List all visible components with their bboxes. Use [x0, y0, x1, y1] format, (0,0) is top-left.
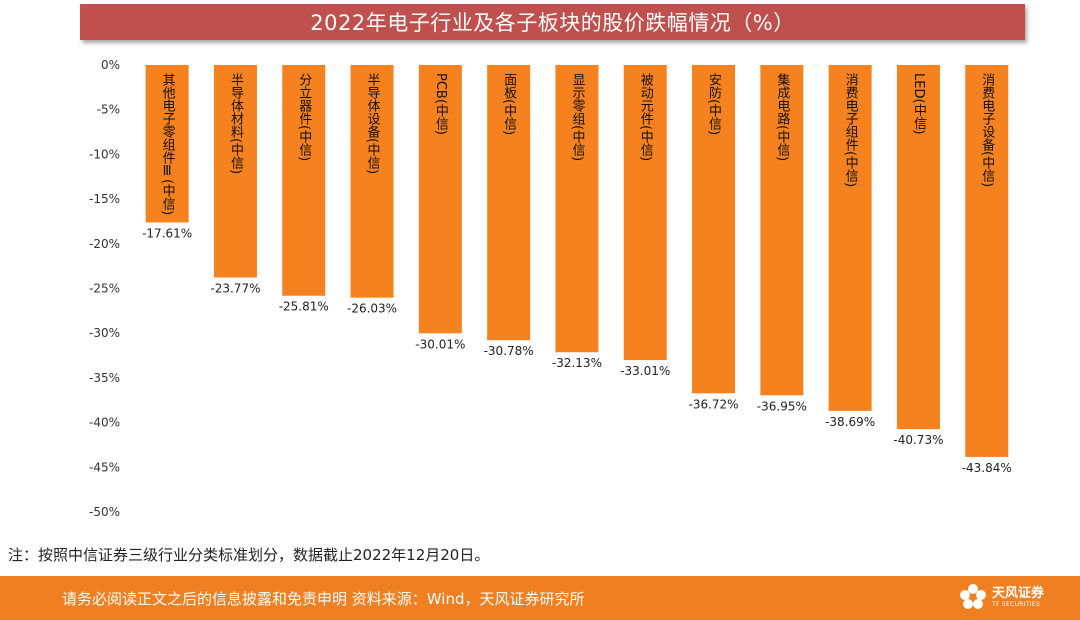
chart-title: 2022年电子行业及各子板块的股价跌幅情况（%）: [310, 11, 795, 35]
category-label: 面板(中信): [501, 73, 517, 135]
bar: [828, 65, 872, 411]
category-label: 集成电路(中信): [774, 72, 790, 161]
bar: [487, 65, 531, 341]
data-label: -23.77%: [210, 282, 260, 296]
category-label: 半导体设备(中信): [365, 73, 381, 174]
y-tick-label: -45%: [89, 460, 120, 474]
tf-flower-logo-icon: [959, 584, 986, 609]
data-label: -30.78%: [484, 344, 534, 358]
chart-title-bar: 2022年电子行业及各子板块的股价跌幅情况（%）: [80, 4, 1025, 40]
y-tick-label: -30%: [89, 326, 120, 340]
y-tick-label: -10%: [89, 147, 120, 161]
bar: [418, 65, 462, 334]
category-label: 半导体材料(中信): [228, 73, 244, 174]
bar: [213, 65, 257, 278]
data-label: -32.13%: [552, 356, 602, 370]
bar: [692, 65, 736, 394]
data-label: -40.73%: [893, 433, 943, 447]
data-label: -36.72%: [689, 397, 739, 411]
y-tick-label: -15%: [89, 192, 120, 206]
company-logo: 天风证券 TF SECURITIES: [958, 582, 1044, 612]
category-label: PCB(中信): [433, 73, 449, 135]
bar: [555, 65, 599, 353]
y-tick-label: -40%: [89, 416, 120, 430]
logo-english-name: TF SECURITIES: [991, 600, 1041, 608]
y-tick-label: -50%: [89, 505, 120, 519]
y-tick-label: -5%: [97, 103, 120, 117]
footnote: 注：按照中信证券三级行业分类标准划分，数据截止2022年12月20日。: [8, 546, 490, 564]
y-tick-label: -25%: [89, 282, 120, 296]
data-label: -30.01%: [415, 337, 465, 351]
bar: [965, 65, 1009, 457]
bar: [282, 65, 326, 296]
logo-chinese-name: 天风证券: [991, 585, 1044, 601]
category-label: 被动元件(中信): [638, 73, 654, 161]
data-label: -26.03%: [347, 302, 397, 316]
y-tick-label: 0%: [101, 58, 120, 72]
data-label: -25.81%: [279, 300, 329, 314]
bar: [896, 65, 940, 430]
y-tick-label: -35%: [89, 371, 120, 385]
data-label: -36.95%: [757, 399, 807, 413]
data-label: -17.61%: [142, 226, 192, 240]
category-label: 显示零组(中信): [569, 73, 585, 161]
category-label: 其他电子零组件Ⅲ(中信): [160, 73, 176, 215]
bar-chart: 0% -5% -10% -15% -20% -25% -30% -35% -40% -45% -50…: [89, 58, 1012, 519]
bar: [623, 65, 667, 361]
category-label: 安防(中信): [706, 73, 722, 135]
category-label: LED(中信): [911, 73, 927, 135]
data-label: -43.84%: [962, 461, 1012, 475]
data-label: -38.69%: [825, 415, 875, 429]
category-label: 分立器件(中信): [296, 73, 312, 161]
disclaimer-text: 请务必阅读正文之后的信息披露和免责申明 资料来源：Wind，天风证券研究所: [62, 589, 585, 608]
bar: [350, 65, 394, 298]
y-tick-label: -20%: [89, 237, 120, 251]
category-label: 消费电子设备(中信): [979, 73, 995, 187]
data-label: -33.01%: [620, 364, 670, 378]
bar: [760, 65, 804, 396]
bar: [145, 65, 189, 223]
footer-bar: 请务必阅读正文之后的信息披露和免责申明 资料来源：Wind，天风证券研究所 天风…: [0, 576, 1080, 620]
category-label: 消费电子组件(中信): [843, 73, 859, 187]
